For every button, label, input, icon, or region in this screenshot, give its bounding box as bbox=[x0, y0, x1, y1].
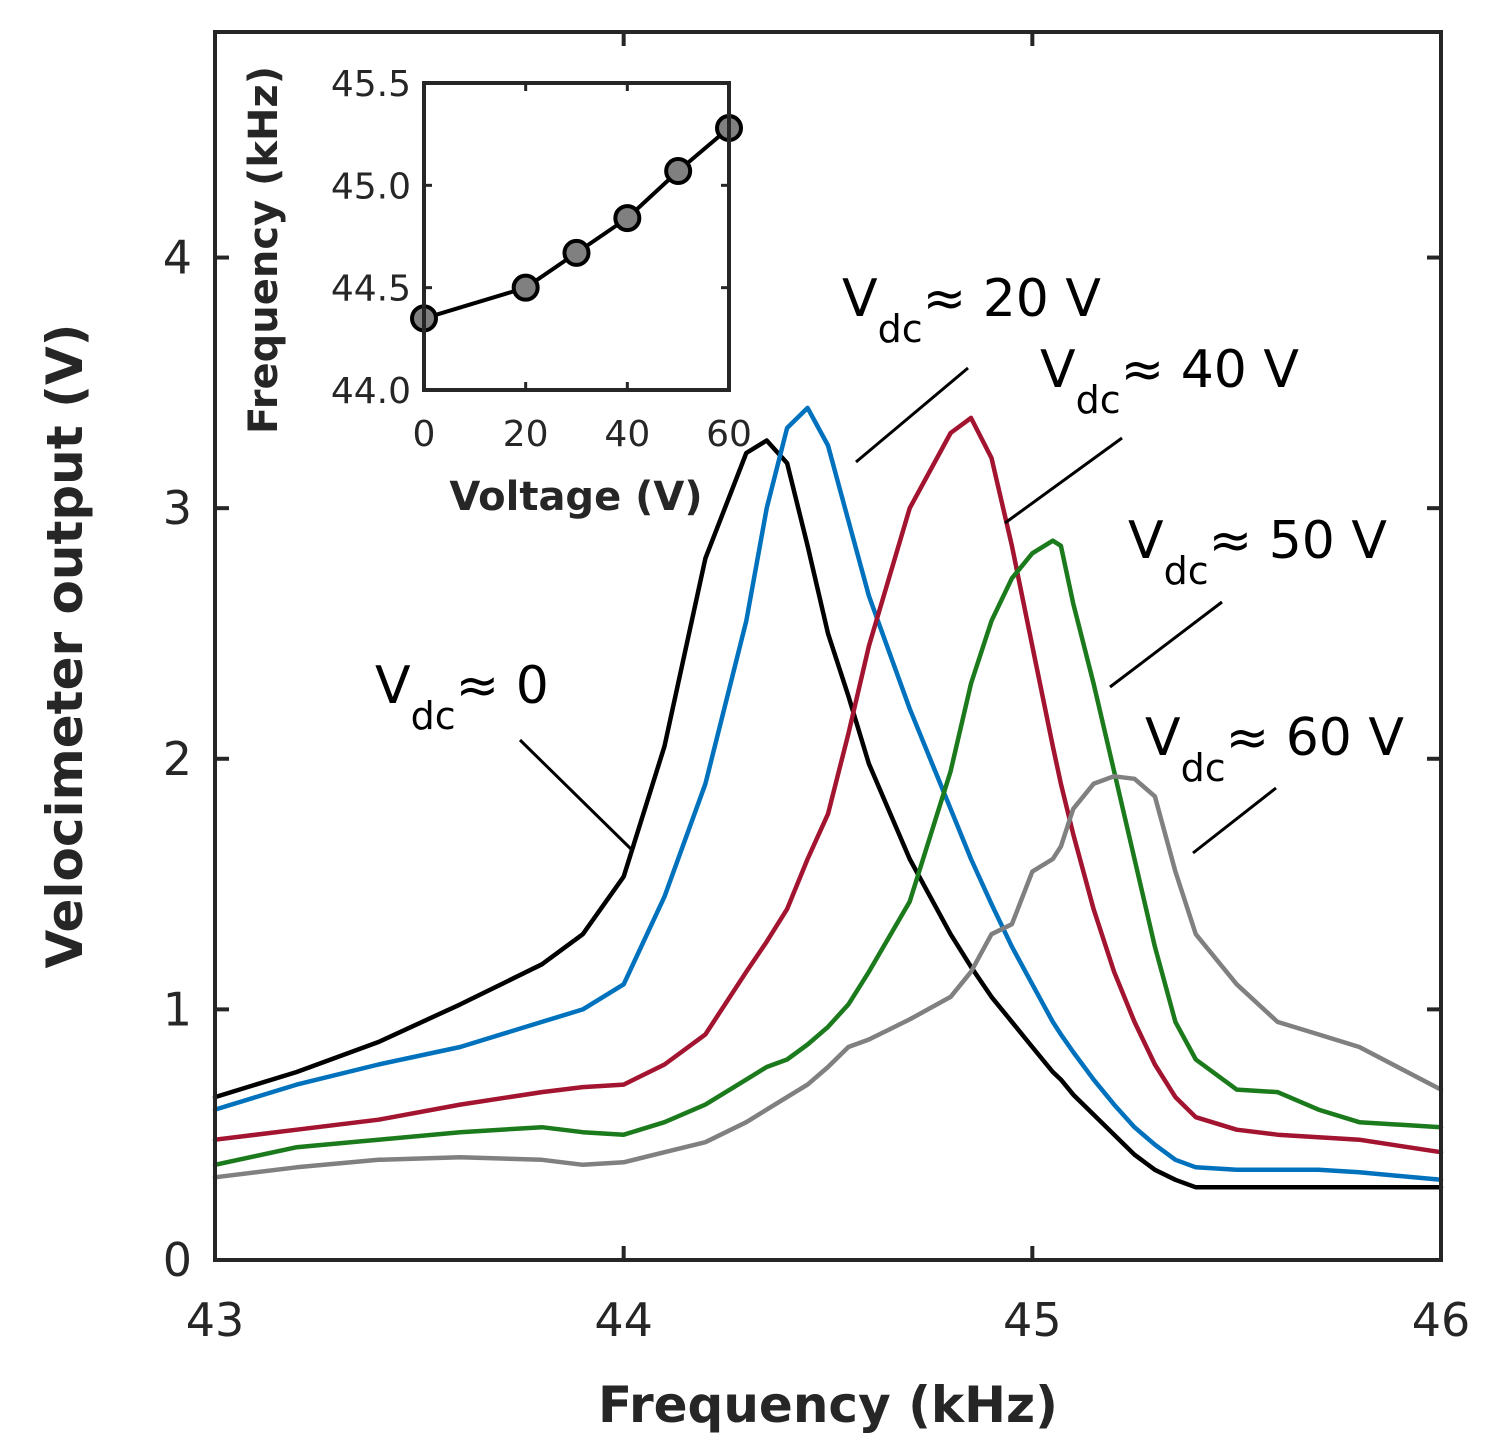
annotation-label: Vdc≈ 50 V bbox=[1128, 511, 1387, 593]
main-ytick-labels: 0 1 2 3 4 bbox=[163, 231, 192, 1287]
annotation-leader-line bbox=[1192, 786, 1277, 855]
annotation-rest: ≈ 0 bbox=[456, 656, 549, 716]
annotation-main: V bbox=[375, 656, 411, 716]
annotation-label: Vdc≈ 60 V bbox=[1145, 708, 1404, 790]
main-plot: 43 44 45 46 0 1 2 3 4 Frequency (kHz) Velocimet… bbox=[36, 30, 1471, 1434]
y-tick-label: 0 bbox=[163, 1233, 192, 1287]
annotation-rest: ≈ 20 V bbox=[923, 269, 1102, 329]
annotation-leader-line bbox=[518, 738, 634, 852]
y-tick-label: 3 bbox=[163, 481, 192, 535]
inset-plot: 0 20 40 60 44.0 44.5 45.0 45.5 Voltage (V) Fre… bbox=[241, 64, 752, 520]
annotation-subscript: dc bbox=[411, 694, 456, 738]
main-axes-box bbox=[213, 30, 1443, 1262]
annotation-subscript: dc bbox=[1076, 378, 1121, 422]
inset-x-tick-label: 60 bbox=[706, 414, 752, 455]
x-tick-label: 46 bbox=[1412, 1293, 1471, 1347]
inset-y-axis-title: Frequency (kHz) bbox=[241, 66, 287, 434]
annotation-rest: ≈ 40 V bbox=[1121, 340, 1300, 400]
annotation-main: V bbox=[842, 269, 878, 329]
annotation-leader-line bbox=[1109, 600, 1223, 689]
annotation-leader-line bbox=[855, 366, 969, 464]
inset-data-point bbox=[562, 238, 591, 267]
inset-y-tick-label: 44.0 bbox=[331, 371, 411, 412]
main-y-axis-title: Velocimeter output (V) bbox=[36, 324, 94, 969]
annotation-subscript: dc bbox=[1181, 746, 1226, 790]
annotation-main: V bbox=[1145, 708, 1181, 768]
annotation-label: Vdc≈ 40 V bbox=[1040, 340, 1299, 422]
y-tick-label: 2 bbox=[163, 732, 192, 786]
inset-ticks bbox=[424, 83, 729, 390]
annotation-main: V bbox=[1040, 340, 1076, 400]
inset-x-tick-label: 20 bbox=[503, 414, 549, 455]
annotation-leader-line bbox=[1004, 436, 1123, 525]
annotation-leaders bbox=[518, 366, 1277, 855]
series-line-4 bbox=[212, 774, 1444, 1180]
inset-data-point bbox=[613, 204, 642, 233]
annotation-rest: ≈ 50 V bbox=[1209, 511, 1388, 571]
main-xtick-labels: 43 44 45 46 bbox=[186, 1293, 1471, 1347]
series-line-1 bbox=[212, 405, 1444, 1183]
x-tick-label: 44 bbox=[594, 1293, 653, 1347]
annotation-main: V bbox=[1128, 511, 1164, 571]
annotation-label: Vdc≈ 0 bbox=[375, 656, 549, 738]
y-tick-label: 1 bbox=[163, 982, 192, 1036]
inset-background bbox=[424, 83, 729, 390]
inset-ytick-labels: 44.0 44.5 45.0 45.5 bbox=[331, 64, 411, 412]
main-series-group bbox=[212, 405, 1444, 1190]
inset-y-tick-label: 45.5 bbox=[331, 64, 411, 105]
annotation-subscript: dc bbox=[1164, 549, 1209, 593]
main-x-axis-title: Frequency (kHz) bbox=[598, 1376, 1058, 1434]
series-line-0 bbox=[212, 438, 1444, 1190]
series-line-3 bbox=[212, 538, 1444, 1168]
inset-x-axis-title: Voltage (V) bbox=[449, 474, 702, 520]
annotation-rest: ≈ 60 V bbox=[1226, 708, 1405, 768]
inset-x-tick-label: 0 bbox=[413, 414, 436, 455]
y-tick-label: 4 bbox=[163, 231, 192, 285]
inset-data-point bbox=[511, 273, 540, 302]
annotation-subscript: dc bbox=[878, 307, 923, 351]
inset-y-tick-label: 45.0 bbox=[331, 166, 411, 207]
x-tick-label: 45 bbox=[1003, 1293, 1062, 1347]
inset-y-tick-label: 44.5 bbox=[331, 269, 411, 310]
inset-axes-box bbox=[422, 81, 731, 392]
inset-xtick-labels: 0 20 40 60 bbox=[413, 414, 752, 455]
x-tick-label: 43 bbox=[186, 1293, 245, 1347]
inset-data-point bbox=[664, 157, 693, 186]
annotation-label: Vdc≈ 20 V bbox=[842, 269, 1101, 351]
series-line-2 bbox=[212, 415, 1444, 1155]
inset-x-tick-label: 40 bbox=[604, 414, 650, 455]
main-ticks bbox=[215, 32, 1441, 1260]
